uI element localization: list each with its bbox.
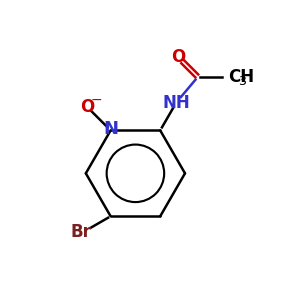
Text: NH: NH — [162, 94, 190, 112]
Text: O: O — [171, 48, 185, 66]
Text: 3: 3 — [238, 75, 246, 88]
Text: −: − — [90, 93, 102, 107]
Text: Br: Br — [71, 223, 92, 241]
Text: N: N — [103, 120, 118, 138]
Text: CH: CH — [228, 68, 255, 86]
Text: O: O — [80, 98, 94, 116]
